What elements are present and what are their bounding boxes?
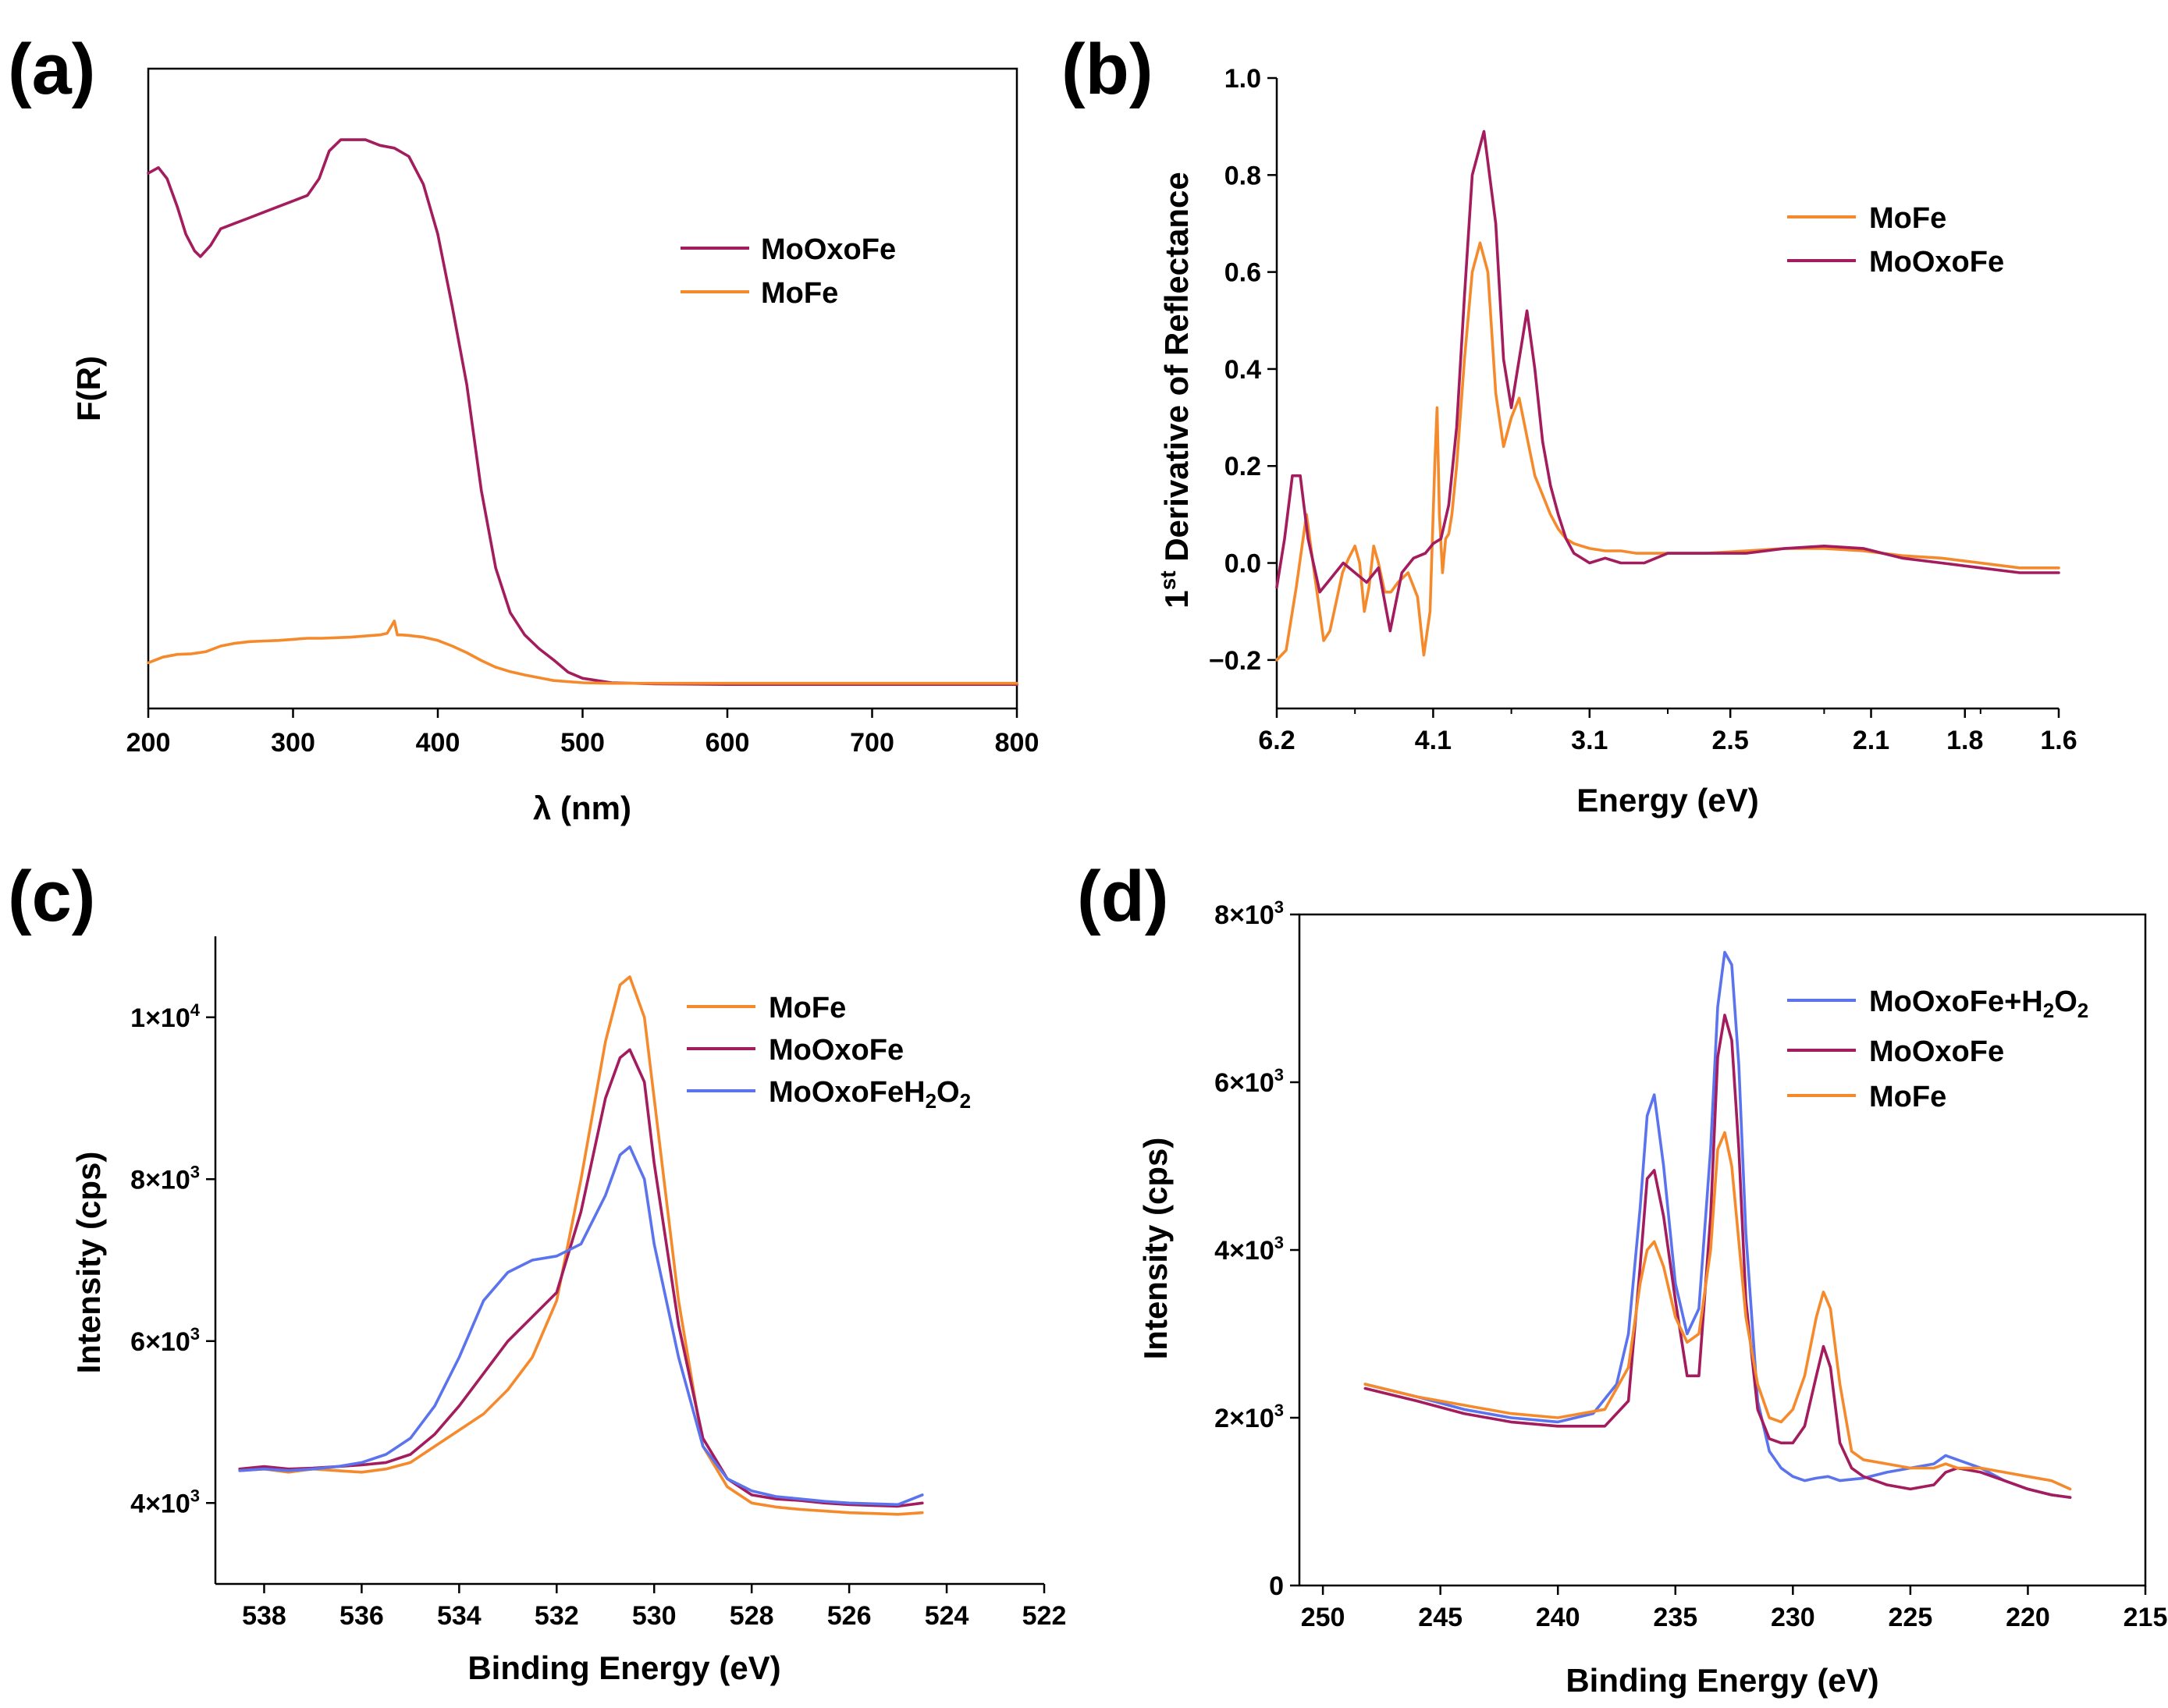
panel-d-series	[1363, 950, 2072, 1499]
panel-d-y-axis-label: Intensity (cps)	[1137, 1138, 1174, 1360]
y-tick-label: 2×103	[1214, 1401, 1284, 1433]
panel-d-legend: MoOxoFe+H2O2 MoOxoFe MoFe	[1787, 985, 2088, 1113]
panel-c-ticks: 538 536 534 532 530 528 526 524 522 4×103 6×103 8×1…	[130, 1000, 1066, 1631]
panel-b-label: (b)	[1061, 30, 1153, 109]
y-tick-label: 6×103	[1214, 1065, 1284, 1098]
x-tick-label: 500	[560, 728, 605, 758]
panel-a-y-axis-label: F(R)	[70, 356, 107, 421]
x-tick-label: 245	[1418, 1603, 1463, 1632]
y-tick-label: 4×103	[1214, 1233, 1284, 1266]
series-line-mooxofe	[238, 1048, 924, 1508]
x-tick-label: 4.1	[1415, 726, 1452, 755]
y-tick-label: 0.6	[1224, 258, 1261, 288]
panel-a: (a) 200 300 400 500 600 700 800 λ (nm) F(R) Mo…	[8, 30, 1039, 826]
legend-label-mofe: MoFe	[1869, 202, 1946, 235]
x-tick-label: 220	[2006, 1603, 2050, 1632]
panel-b-x-axis-label: Energy (eV)	[1576, 782, 1758, 818]
panel-a-legend: MoOxoFe MoFe	[681, 233, 896, 310]
series-line-mofe	[1363, 1131, 2072, 1491]
legend-label-mooxofe-h2o2: MoOxoFe+H2O2	[1869, 985, 2088, 1022]
x-tick-label: 235	[1653, 1603, 1697, 1632]
legend-label-mooxofe: MoOxoFe	[1869, 246, 2004, 279]
panel-b-y-axis-label: 1st Derivative of Reflectance	[1156, 172, 1195, 608]
series-line-mofe	[1275, 241, 2060, 662]
panel-b-legend: MoFe MoOxoFe	[1787, 202, 2004, 279]
x-tick-label: 2.1	[1853, 726, 1889, 755]
legend-label-mooxofe: MoOxoFe	[769, 1034, 904, 1067]
y-tick-label: −0.2	[1209, 646, 1261, 676]
x-tick-label: 600	[705, 728, 750, 758]
x-tick-label: 800	[995, 728, 1040, 758]
y-tick-label: 8×103	[1214, 897, 1284, 930]
series-line-mooxofe	[1275, 130, 2060, 633]
y-tick-label: 1.0	[1224, 64, 1261, 94]
series-line-mooxofeh2o2	[238, 1145, 924, 1507]
legend-label-mofe: MoFe	[1869, 1081, 1946, 1113]
y-tick-label: 0.4	[1224, 355, 1261, 385]
x-tick-label: 522	[1022, 1601, 1067, 1631]
panel-a-x-ticks: 200 300 400 500 600 700 800	[126, 708, 1040, 758]
panel-c-label: (c)	[8, 857, 95, 936]
x-tick-label: 230	[1771, 1603, 1815, 1632]
panel-c-series	[238, 975, 924, 1516]
x-tick-label: 215	[2124, 1603, 2168, 1632]
x-tick-label: 300	[271, 728, 315, 758]
x-tick-label: 225	[1889, 1603, 1933, 1632]
panel-d-ticks: 250 245 240 235 230 225 220 215 0 2×103 4×103 6×103…	[1214, 897, 2167, 1632]
y-tick-label: 8×103	[130, 1162, 200, 1195]
x-tick-label: 250	[1301, 1603, 1345, 1632]
x-tick-label: 524	[925, 1601, 969, 1631]
series-line-mofe	[238, 975, 924, 1516]
panel-b-series	[1275, 130, 2060, 662]
panel-a-label: (a)	[8, 30, 95, 109]
panel-d-x-axis-label: Binding Energy (eV)	[1566, 1662, 1878, 1699]
x-tick-label: 1.8	[1946, 726, 1983, 755]
x-tick-label: 534	[437, 1601, 482, 1631]
y-tick-label: 4×103	[130, 1486, 200, 1518]
x-tick-label: 532	[535, 1601, 579, 1631]
panel-c-y-axis-label: Intensity (cps)	[70, 1152, 107, 1374]
series-line-mooxofe	[1363, 1014, 2072, 1499]
legend-label-mooxofeh2o2: MoOxoFeH2O2	[769, 1076, 971, 1113]
panel-d-label: (d)	[1077, 857, 1168, 936]
series-line-mooxofeh2o2	[1363, 950, 2072, 1499]
x-tick-label: 530	[632, 1601, 677, 1631]
x-tick-label: 528	[730, 1601, 774, 1631]
legend-label-mooxofe: MoOxoFe	[1869, 1035, 2004, 1068]
panel-b-ticks: 6.2 4.1 3.1 2.5 2.1 1.8 1.6 −0.2 0.0 0.2 0.4 0.6 0.8…	[1209, 64, 2077, 755]
x-tick-label: 700	[850, 728, 894, 758]
y-tick-label: 0.0	[1224, 549, 1261, 579]
panel-b: (b) 6.2 4.1 3.1 2.5 2.1 1.8 1.6 −0.2 0.0 0.2 0.4 0.…	[1061, 30, 2077, 818]
legend-label-mofe: MoFe	[761, 277, 838, 310]
legend-label-mooxofe: MoOxoFe	[761, 233, 896, 266]
x-tick-label: 400	[416, 728, 460, 758]
y-tick-label: 0.8	[1224, 161, 1261, 190]
x-tick-label: 538	[242, 1601, 286, 1631]
series-line-mooxofe	[147, 138, 1018, 687]
x-tick-label: 3.1	[1571, 726, 1608, 755]
panel-a-series	[147, 138, 1018, 687]
legend-label-mofe: MoFe	[769, 992, 846, 1024]
y-tick-label: 0.2	[1224, 452, 1261, 481]
panel-c: (c) 538 536 534 532 530 528 526 524 522 4×103 6×10…	[8, 857, 1066, 1686]
panel-a-x-axis-label: λ (nm)	[533, 790, 631, 826]
series-line-mofe	[147, 620, 1018, 685]
x-tick-label: 240	[1536, 1603, 1580, 1632]
panel-a-plot-frame	[147, 67, 1018, 710]
x-tick-label: 2.5	[1712, 726, 1749, 755]
y-tick-label: 0	[1269, 1571, 1284, 1601]
x-tick-label: 1.6	[2040, 726, 2077, 755]
x-tick-label: 200	[126, 728, 171, 758]
panel-d: (d) 250 245 240 235 230 225 220 215 0 2×103 4×103 6…	[1077, 857, 2167, 1699]
panel-c-legend: MoFe MoOxoFe MoOxoFeH2O2	[687, 992, 971, 1113]
y-tick-label: 6×103	[130, 1324, 200, 1357]
x-tick-label: 6.2	[1258, 726, 1295, 755]
x-tick-label: 526	[827, 1601, 872, 1631]
panel-c-x-axis-label: Binding Energy (eV)	[467, 1649, 780, 1686]
y-tick-label: 1×104	[130, 1000, 201, 1033]
x-tick-label: 536	[339, 1601, 384, 1631]
